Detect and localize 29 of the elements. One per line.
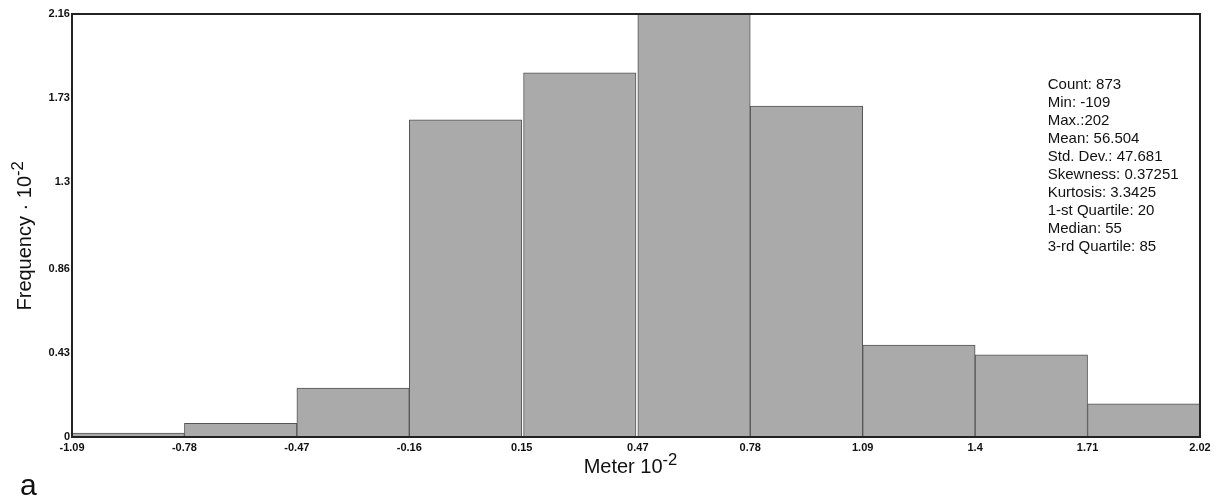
x-tick-label: 1.09 (851, 440, 874, 453)
x-tick-label: -0.16 (396, 440, 422, 453)
x-tick-label: -1.09 (59, 440, 85, 453)
x-tick-label: 1.4 (967, 440, 984, 453)
x-tick-label: -0.78 (171, 440, 197, 453)
annotation: Median: 55 (1047, 219, 1122, 237)
annotation: Std. Dev.: 47.681 (1047, 147, 1163, 165)
annotation: Skewness: 0.37251 (1047, 165, 1179, 183)
annotation: Mean: 56.504 (1047, 129, 1140, 147)
y-tick-label: 0.43 (48, 345, 70, 358)
y-tick-label: 0.86 (48, 261, 70, 274)
x-tick-label: 2.02 (1189, 440, 1211, 453)
y-tick-label: 1.73 (48, 91, 70, 104)
x-tick-label: 0.78 (739, 440, 761, 453)
x-tick-label: 1.71 (1076, 440, 1099, 453)
annotation: Count: 873 (1047, 75, 1122, 93)
annotation: Max.:202 (1047, 111, 1110, 129)
annotation: 3-rd Quartile: 85 (1047, 237, 1157, 255)
y-tick-label: 2.16 (48, 7, 70, 20)
x-tick-label: 0.15 (511, 440, 533, 453)
text: a (20, 468, 37, 502)
x-tick-label: 0.47 (627, 440, 649, 453)
annotation: 1-st Quartile: 20 (1047, 201, 1155, 219)
annotation: Kurtosis: 3.3425 (1047, 183, 1157, 201)
y-tick-label: 1.3 (54, 175, 70, 188)
x-axis-title: Meter 10$^{-2}$ (583, 450, 678, 477)
y-tick-label: 0 (63, 430, 70, 443)
x-tick-label: -0.47 (284, 440, 310, 453)
annotation: Min: -109 (1047, 93, 1111, 111)
